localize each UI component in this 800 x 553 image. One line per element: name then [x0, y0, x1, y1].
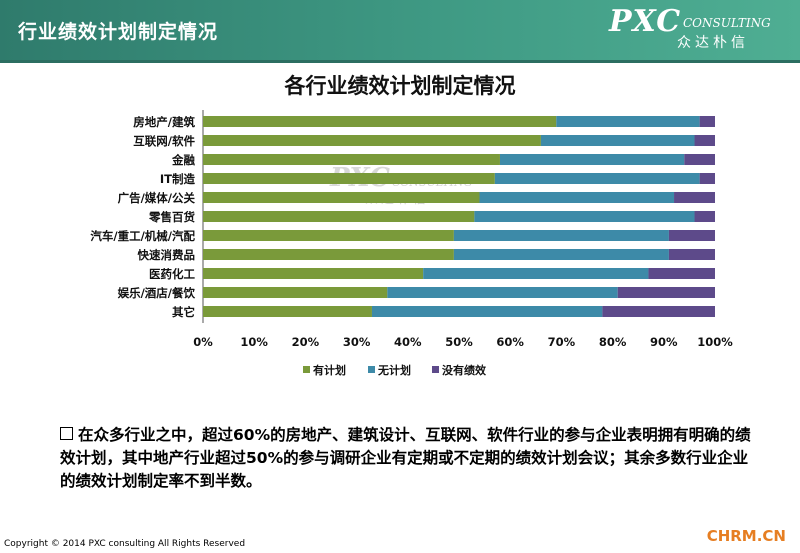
category-label: 汽车/重工/机械/汽配 [90, 229, 195, 243]
category-label: 其它 [172, 305, 195, 319]
legend-swatch [368, 366, 375, 373]
bar-segment-planned [203, 192, 480, 203]
bar-segment-planned [203, 287, 388, 298]
legend-swatch [432, 366, 439, 373]
bar-segment-no-performance [699, 173, 715, 184]
bar-segment-no-performance [674, 192, 715, 203]
x-tick-label: 30% [343, 335, 371, 349]
logo-sub-text: CONSULTING [683, 16, 771, 30]
bar-segment-planned [203, 268, 424, 279]
x-tick-label: 60% [496, 335, 524, 349]
bar-segment-planned [203, 211, 475, 222]
bar-segment-planned [203, 249, 454, 260]
category-label: 广告/媒体/公关 [118, 191, 196, 205]
bar-segment-no-performance [684, 154, 715, 165]
category-label: 快速消费品 [137, 248, 196, 262]
bullet-square-icon [60, 427, 73, 440]
bar-segment-planned [203, 230, 454, 241]
x-tick-label: 50% [445, 335, 473, 349]
x-tick-label: 40% [394, 335, 422, 349]
category-label: 金融 [171, 153, 195, 167]
bar-segment-planned [203, 116, 557, 127]
legend-swatch [303, 366, 310, 373]
legend-label: 有计划 [313, 363, 346, 377]
bar-segment-no-performance [602, 306, 715, 317]
category-label: 房地产/建筑 [133, 115, 195, 129]
bar-segment-unplanned [474, 211, 695, 222]
x-tick-label: 100% [697, 335, 733, 349]
legend-label: 没有绩效 [442, 363, 487, 377]
bar-segment-unplanned [453, 249, 669, 260]
bar-segment-planned [203, 306, 372, 317]
bar-segment-unplanned [453, 230, 669, 241]
bar-segment-unplanned [540, 135, 695, 146]
bar-segment-no-performance [694, 135, 715, 146]
header-divider [0, 60, 800, 63]
x-tick-label: 0% [193, 335, 213, 349]
page-title: 行业绩效计划制定情况 [18, 21, 219, 43]
bar-segment-unplanned [387, 287, 618, 298]
category-label: 零售百货 [148, 210, 195, 224]
note-paragraph: 在众多行业之中，超过60%的房地产、建筑设计、互联网、软件行业的参与企业表明拥有… [60, 424, 760, 493]
logo-main-text: PXC [609, 4, 682, 39]
bar-segment-no-performance [699, 116, 715, 127]
logo-cn-text: 众达朴信 [677, 35, 749, 51]
bar-segment-planned [203, 154, 500, 165]
header-bar: 行业绩效计划制定情况 PXC CONSULTING 众达朴信 [0, 0, 800, 60]
bar-segment-unplanned [371, 306, 603, 317]
brand-text: CHRM.CN [706, 527, 786, 545]
bar-segment-unplanned [423, 268, 649, 279]
company-logo: PXC CONSULTING 众达朴信 [609, 4, 784, 54]
legend-label: 无计划 [377, 363, 411, 377]
bar-segment-no-performance [668, 249, 715, 260]
x-tick-label: 70% [548, 335, 576, 349]
bar-segment-unplanned [479, 192, 675, 203]
bar-segment-unplanned [556, 116, 700, 127]
chart-title: 各行业绩效计划制定情况 [284, 74, 516, 98]
copyright-text: Copyright © 2014 PXC consulting All Righ… [4, 539, 246, 549]
category-label: 互联网/软件 [133, 134, 195, 148]
bar-segment-unplanned [494, 173, 700, 184]
note-text: 在众多行业之中，超过60%的房地产、建筑设计、互联网、软件行业的参与企业表明拥有… [60, 426, 751, 490]
x-tick-label: 10% [240, 335, 268, 349]
bar-segment-no-performance [648, 268, 715, 279]
bar-segment-no-performance [668, 230, 715, 241]
bar-segment-no-performance [617, 287, 715, 298]
stacked-bar-chart: PXCCONSULTING众达朴信房地产/建筑互联网/软件金融IT制造广告/媒体… [90, 110, 733, 377]
bar-segment-no-performance [694, 211, 715, 222]
x-tick-label: 80% [599, 335, 627, 349]
category-label: 医药化工 [149, 267, 195, 281]
bar-segment-unplanned [499, 154, 685, 165]
category-label: 娱乐/酒店/餐饮 [118, 286, 196, 300]
x-tick-label: 20% [292, 335, 320, 349]
bar-segment-planned [203, 173, 495, 184]
category-label: IT制造 [160, 172, 196, 186]
bar-segment-planned [203, 135, 541, 146]
x-tick-label: 90% [650, 335, 678, 349]
